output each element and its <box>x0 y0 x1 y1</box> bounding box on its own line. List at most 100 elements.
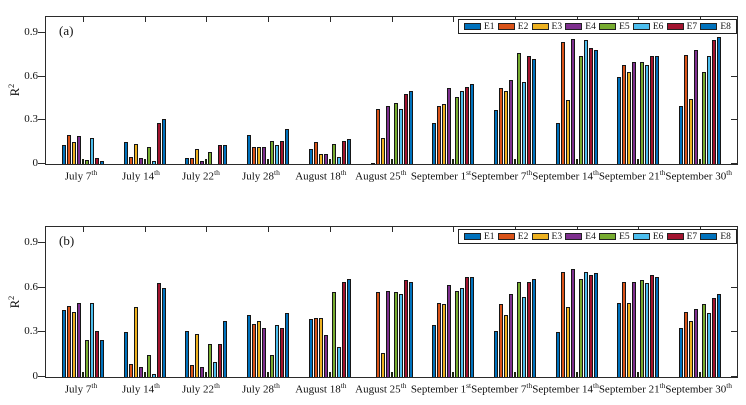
bar-E8 <box>223 321 228 377</box>
bar-E4 <box>447 285 452 377</box>
bar-E2 <box>128 364 133 377</box>
legend-entry-E8: E8 <box>700 22 731 32</box>
legend-entry-E3: E3 <box>531 231 563 242</box>
x-tick-label: July 22th <box>181 168 220 183</box>
legend-label: E5 <box>619 231 630 242</box>
bar-E4 <box>447 88 452 164</box>
bar-E7 <box>156 283 161 377</box>
bar-E3 <box>71 142 76 164</box>
bar-E6 <box>151 374 156 377</box>
bar-E8 <box>593 50 598 164</box>
panel-letter: (a) <box>59 23 74 38</box>
bar-E3 <box>380 353 385 377</box>
bar-E6 <box>583 272 588 377</box>
artifact-notch <box>390 372 393 377</box>
bar-group <box>237 227 299 377</box>
bar-E3 <box>504 315 508 377</box>
legend-label: E4 <box>585 231 596 242</box>
bar-group <box>484 17 546 164</box>
x-tick-label: September 21th <box>598 168 666 183</box>
bar-E7 <box>94 158 99 164</box>
bar-E3 <box>504 91 508 164</box>
bar-E4 <box>323 154 328 164</box>
bar-E8 <box>717 37 722 164</box>
bar-E2 <box>437 303 442 377</box>
bar-E2 <box>66 135 71 164</box>
y-tick <box>38 331 46 332</box>
bar-group <box>669 17 731 164</box>
x-tick-label: July 28th <box>241 168 280 183</box>
legend-entry-E7: E7 <box>666 232 697 242</box>
legend-entry-E4: E4 <box>565 22 596 32</box>
legend-label: E3 <box>551 231 563 242</box>
bar-group <box>114 227 176 377</box>
y-tick-label: 0 <box>32 370 39 382</box>
bar-E1 <box>61 145 66 164</box>
bar-E4 <box>262 147 267 164</box>
bar-E4 <box>262 328 267 377</box>
bar-E2 <box>252 147 257 164</box>
bar-E8 <box>470 277 475 377</box>
bar-E5 <box>146 355 151 377</box>
legend-swatch <box>464 233 481 240</box>
bar-E8 <box>285 313 290 377</box>
bar-E7 <box>588 275 593 377</box>
bar-E2 <box>375 109 380 164</box>
bar-E7 <box>527 282 531 377</box>
bar-E5 <box>702 304 707 377</box>
y-tick <box>38 242 46 243</box>
x-tick-label: August 25th <box>355 168 407 183</box>
bar-E5 <box>455 97 460 164</box>
artifact-notch <box>328 159 331 164</box>
artifact-notch <box>328 372 331 377</box>
bar-group <box>237 17 299 164</box>
bar-E8 <box>593 273 598 377</box>
y-tick-label: 0.6 <box>24 281 38 293</box>
bar-group <box>422 17 484 164</box>
bar-E2 <box>499 88 503 164</box>
bar-E5 <box>393 103 398 164</box>
bar-E7 <box>403 94 408 164</box>
bar-E6 <box>398 294 403 377</box>
bar-E8 <box>223 145 228 164</box>
x-tick-label: September 7th <box>471 168 533 183</box>
bar-E2 <box>684 312 689 377</box>
bar-E1 <box>617 77 622 164</box>
x-tick-label: July 14th <box>122 168 160 183</box>
bar-E4 <box>385 291 390 377</box>
y-tick <box>38 287 46 288</box>
artifact-notch <box>143 372 146 377</box>
x-tick-label: September 21th <box>598 381 666 396</box>
bar-E2 <box>313 142 318 164</box>
bar-E7 <box>465 87 470 164</box>
artifact-notch <box>205 159 208 164</box>
bar-E4 <box>76 303 81 377</box>
bar-E6 <box>707 56 712 164</box>
artifact-notch <box>81 372 84 377</box>
bar-E8 <box>161 288 166 377</box>
bar-E3 <box>318 318 323 377</box>
bar-E1 <box>679 106 684 164</box>
legend-swatch <box>632 23 650 30</box>
bar-E1 <box>370 163 375 164</box>
bar-E3 <box>380 138 385 164</box>
panel-b-plot: (b) E1 E2 E3 E4 E5 E6 E7 E8 0 0.3 0.6 0.9 <box>24 226 738 382</box>
legend-label: E3 <box>551 21 563 32</box>
bar-E4 <box>138 367 143 377</box>
bar-E1 <box>185 331 190 377</box>
bar-E7 <box>712 298 717 377</box>
x-axis-labels: July 7th July 14th July 22th July 28th Augus… <box>45 168 738 183</box>
bar-E8 <box>655 56 660 164</box>
legend-entry-E1: E1 <box>464 22 495 32</box>
x-tick-label: September 7th <box>471 381 533 396</box>
legend-label: E6 <box>652 231 664 242</box>
artifact-notch <box>267 372 270 377</box>
legend-swatch <box>565 233 583 240</box>
y-tick-label: 0.6 <box>24 70 38 82</box>
legend-swatch <box>599 23 617 30</box>
bar-E6 <box>336 157 341 164</box>
bar-E1 <box>61 310 66 377</box>
bar-E7 <box>94 331 99 377</box>
artifact-notch <box>514 159 516 164</box>
bar-E6 <box>89 303 94 377</box>
